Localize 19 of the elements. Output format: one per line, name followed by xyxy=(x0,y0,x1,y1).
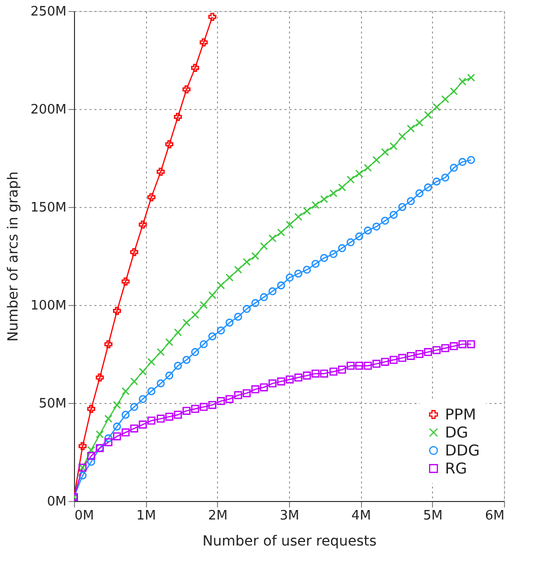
x-axis-title: Number of user requests xyxy=(202,534,377,550)
y-tick-label: 100M xyxy=(30,298,66,314)
x-tick-label: 3M xyxy=(280,508,300,524)
y-tick-label: 0M xyxy=(47,494,66,510)
legend-label: PPM xyxy=(445,406,476,424)
y-tick-label: 150M xyxy=(30,200,66,216)
x-tick-label: 0M xyxy=(74,508,94,524)
x-tick-label: 5M xyxy=(423,508,443,524)
x-tick-label: 1M xyxy=(136,508,156,524)
y-tick-label: 50M xyxy=(38,396,66,412)
legend-label: RG xyxy=(445,460,468,478)
y-tick-label: 200M xyxy=(30,102,66,118)
y-tick-label: 250M xyxy=(30,4,66,20)
y-axis-title: Number of arcs in graph xyxy=(5,171,22,342)
x-tick-label: 6M xyxy=(485,508,504,524)
legend-label: DG xyxy=(445,424,468,442)
x-tick-label: 2M xyxy=(208,508,228,524)
x-tick-label: 4M xyxy=(351,508,371,524)
legend-label: DDG xyxy=(445,442,480,460)
